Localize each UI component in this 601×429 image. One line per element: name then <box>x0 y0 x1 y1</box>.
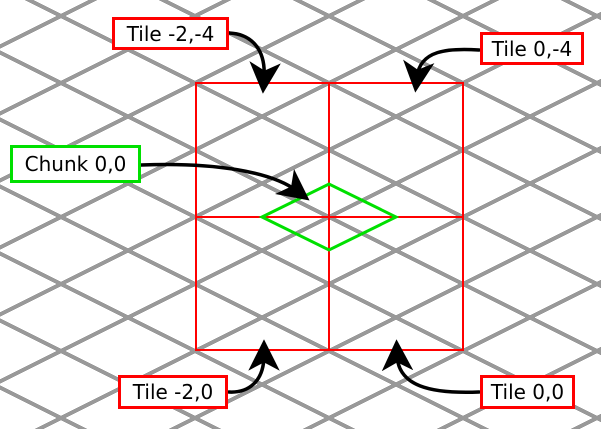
label-text: Tile 0,-4 <box>491 36 573 61</box>
arrow-tile-0-neg4 <box>403 47 481 93</box>
label-text: Tile -2,0 <box>132 380 214 404</box>
label-text: Tile -2,-4 <box>126 21 215 46</box>
label-tile-neg2-neg4[interactable]: Tile -2,-4 <box>112 17 229 50</box>
arrow-tile-neg2-neg4 <box>227 31 281 94</box>
arrow-chunk-0-0 <box>139 162 310 201</box>
arrow-tile-neg2-0 <box>227 339 280 394</box>
arrow-connectors <box>139 31 481 395</box>
label-tile-0-0[interactable]: Tile 0,0 <box>480 375 575 409</box>
label-text: Tile 0,0 <box>490 380 565 404</box>
label-chunk-0-0[interactable]: Chunk 0,0 <box>10 145 141 183</box>
arrow-tile-0-0 <box>381 339 481 395</box>
label-tile-neg2-0[interactable]: Tile -2,0 <box>118 375 228 409</box>
label-tile-0-neg4[interactable]: Tile 0,-4 <box>480 32 584 65</box>
label-text: Chunk 0,0 <box>24 152 127 176</box>
chunk-boundary <box>195 82 464 351</box>
